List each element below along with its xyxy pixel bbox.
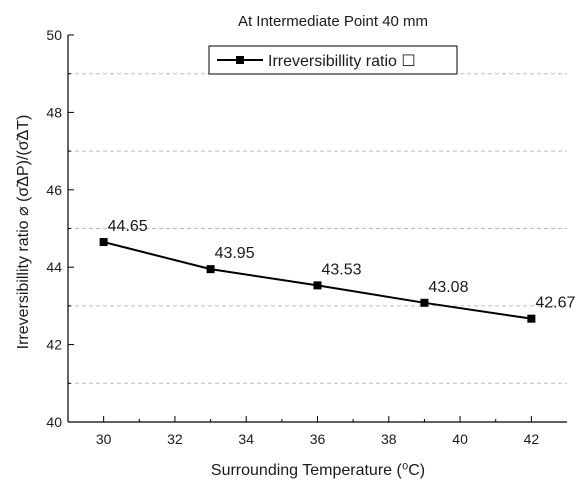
- x-axis-title: Surrounding Temperature (⁰C): [211, 462, 425, 479]
- x-tick-label-40: 40: [452, 431, 468, 447]
- data-point-1: [206, 265, 215, 274]
- y-tick-label-50: 50: [46, 27, 62, 43]
- x-tick-label-30: 30: [96, 431, 112, 447]
- y-tick-label-46: 46: [46, 182, 62, 198]
- x-tick-label-38: 38: [381, 431, 397, 447]
- data-labels: 44.65 43.95 43.53 43.08 42.67: [108, 218, 576, 312]
- x-tick-label-34: 34: [238, 431, 254, 447]
- y-axis-title: Irreversibillity ratio ⌀ (σ̃ΔP)/(σ̃ΔT): [15, 115, 32, 350]
- x-tick-label-32: 32: [167, 431, 183, 447]
- data-label-1: 43.95: [215, 245, 255, 262]
- data-label-3: 43.08: [428, 279, 468, 296]
- data-label-0: 44.65: [108, 218, 148, 235]
- y-tick-label-48: 48: [46, 104, 62, 120]
- data-point-2: [313, 281, 322, 290]
- x-tick-label-36: 36: [310, 431, 326, 447]
- data-label-2: 43.53: [322, 261, 362, 278]
- series-line-layer: [99, 238, 536, 323]
- y-tick-label-42: 42: [46, 337, 62, 353]
- data-point-0: [99, 238, 108, 247]
- x-tick-label-42: 42: [524, 431, 540, 447]
- axes: [67, 34, 567, 423]
- data-point-3: [420, 298, 429, 307]
- y-tick-label-40: 40: [46, 414, 62, 430]
- y-tick-label-44: 44: [46, 259, 62, 275]
- legend-label: Irreversibillity ratio ☐: [268, 53, 416, 70]
- data-label-4: 42.67: [535, 295, 575, 312]
- chart-title: At Intermediate Point 40 mm: [238, 13, 428, 30]
- legend: Irreversibillity ratio ☐: [208, 45, 458, 75]
- tick-labels: 40 42 44 46 48 50 30 32 34 36 38 40 42: [46, 27, 539, 447]
- data-point-4: [527, 314, 536, 323]
- legend-marker-square: [236, 56, 244, 64]
- gridlines: [68, 73, 567, 384]
